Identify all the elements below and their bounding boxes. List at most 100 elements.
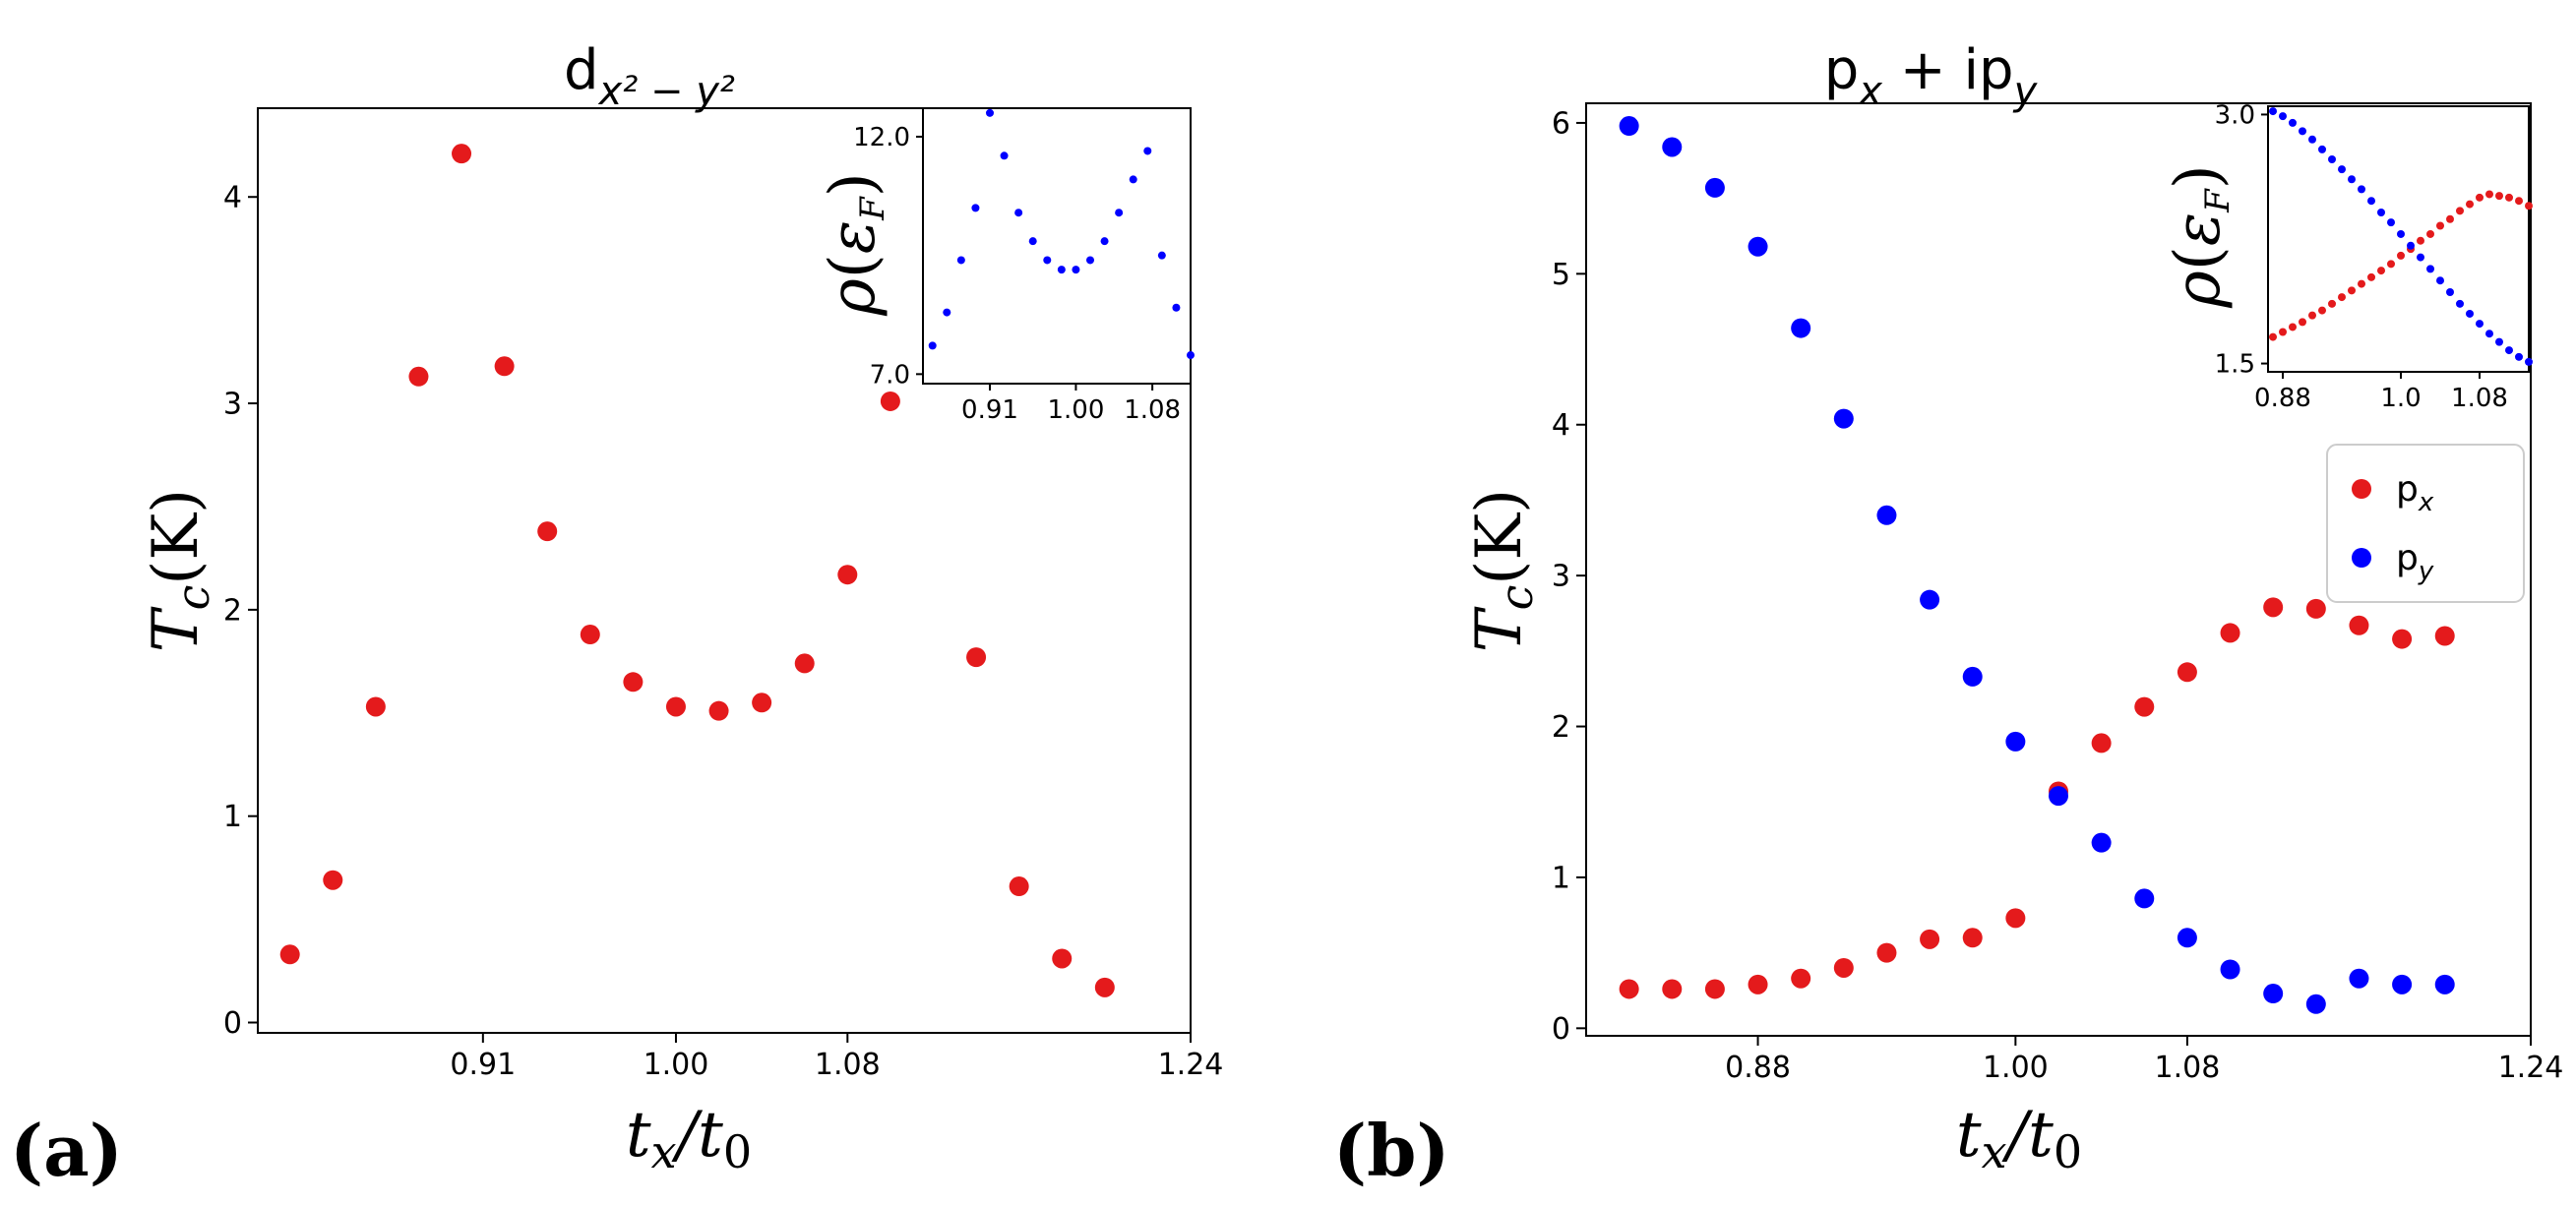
y-tick-label: 2	[1552, 710, 1570, 745]
panel-b-ticks: 0.88 1.00 1.08 1.24 0 1 2 3 4 5 6	[1552, 106, 2563, 1085]
panel-b-inset-ticks: 0.88 1.0 1.08 1.5 3.0	[2215, 101, 2508, 413]
x-tick-label: 1.08	[2155, 1051, 2221, 1085]
panel-b-ylabel: Tc(K)	[1463, 489, 1543, 652]
x-tick-label: 1.08	[2451, 384, 2508, 413]
inset-point	[986, 108, 994, 117]
inset-point	[2525, 357, 2533, 366]
inset-point	[1000, 151, 1009, 160]
data-point-py	[2434, 974, 2455, 994]
panel-b-title: px + ipy	[1824, 38, 2039, 114]
data-point	[452, 144, 472, 164]
inset-point	[2505, 346, 2513, 355]
inset-point	[2436, 221, 2444, 230]
data-point-px	[2392, 629, 2413, 649]
data-point-py	[2049, 786, 2068, 807]
panel-a-ylabel: Tc(K)	[140, 489, 219, 652]
panel-b-inset: 0.88 1.0 1.08 1.5 3.0 ρ(εF)	[2162, 101, 2533, 413]
data-point	[966, 647, 987, 668]
y-tick-label: 3.0	[2215, 101, 2255, 131]
data-point-px	[2091, 733, 2112, 753]
inset-point	[2308, 311, 2316, 320]
data-point-py	[1619, 116, 1639, 137]
inset-point	[2358, 185, 2365, 194]
inset-point	[2299, 318, 2306, 327]
inset-point	[1157, 251, 1166, 260]
x-tick-label: 1.24	[2498, 1051, 2564, 1085]
data-point-py	[2220, 959, 2240, 980]
panel-a: dx² − y² 0.91 1.00 1.08 1.24 0 1 2 3 4 tx/t0 Tc(…	[10, 38, 1223, 1192]
data-point-px	[2263, 597, 2284, 618]
data-point	[623, 672, 644, 693]
inset-point	[2318, 306, 2326, 315]
y-tick-label: 6	[1552, 106, 1570, 141]
panel-a-title: dx² − y²	[564, 38, 735, 114]
inset-point	[1115, 209, 1124, 217]
inset-point	[2289, 323, 2297, 331]
legend-box	[2326, 444, 2525, 603]
inset-point	[2446, 288, 2454, 296]
inset-point	[1072, 266, 1080, 274]
data-point	[323, 870, 343, 890]
inset-point	[2348, 286, 2356, 295]
data-point-px	[1662, 979, 1683, 999]
inset-point	[2407, 241, 2415, 250]
panel-a-ticks: 0.91 1.00 1.08 1.24 0 1 2 3 4	[223, 181, 1223, 1082]
panel-b-inset-points	[2269, 107, 2533, 366]
data-point-py	[1962, 666, 1983, 687]
inset-point	[2525, 202, 2533, 211]
inset-point	[2515, 352, 2523, 361]
inset-point	[2387, 260, 2395, 269]
data-point-py	[1833, 408, 1854, 429]
inset-point	[2417, 236, 2424, 245]
inset-point	[2426, 229, 2434, 238]
inset-point	[2358, 279, 2365, 288]
inset-point	[2456, 207, 2464, 215]
inset-point	[943, 308, 951, 317]
data-point-py	[1791, 318, 1811, 338]
legend-marker-px	[2352, 479, 2371, 499]
data-point-px	[2134, 696, 2155, 717]
x-tick-label: 1.00	[1047, 395, 1104, 425]
x-tick-label: 1.08	[815, 1048, 881, 1082]
inset-point	[2299, 127, 2306, 136]
inset-point	[2338, 293, 2346, 302]
inset-point	[1057, 266, 1066, 274]
inset-point	[2279, 328, 2287, 336]
data-point-px	[1876, 942, 1897, 963]
inset-point	[2367, 197, 2375, 206]
data-point	[752, 693, 772, 713]
x-tick-label: 1.00	[1983, 1051, 2049, 1085]
data-point-py	[1662, 137, 1683, 157]
panel-a-axes	[257, 107, 1192, 1034]
inset-point	[2328, 299, 2336, 308]
data-point-px	[2349, 615, 2369, 635]
x-tick-label: 0.88	[1725, 1051, 1791, 1085]
inset-point	[1100, 237, 1109, 246]
x-tick-label: 1.24	[1158, 1048, 1224, 1082]
panel-b-legend: px py	[2326, 444, 2525, 603]
inset-point	[2338, 165, 2346, 174]
panel-a-inset-ticks: 0.91 1.00 1.08 7.0 12.0	[853, 123, 1181, 425]
y-tick-label: 12.0	[853, 123, 910, 152]
inset-point	[2318, 145, 2326, 153]
inset-point	[2328, 155, 2336, 163]
inset-point	[2505, 193, 2513, 202]
legend-label-py: py	[2396, 538, 2434, 586]
legend-label-px: px	[2396, 469, 2434, 517]
data-point	[580, 625, 600, 645]
data-point	[665, 696, 686, 717]
y-tick-label: 1	[1552, 861, 1570, 895]
x-tick-label: 0.91	[450, 1048, 516, 1082]
data-point-px	[1619, 979, 1639, 999]
panel-a-label: (a)	[10, 1109, 123, 1192]
inset-point	[1143, 147, 1152, 155]
data-point	[837, 565, 858, 585]
y-tick-label: 1	[223, 800, 242, 834]
inset-point	[2377, 209, 2385, 216]
inset-point	[971, 204, 980, 212]
inset-point	[956, 256, 965, 265]
data-point	[708, 700, 729, 721]
data-point-py	[1704, 177, 1725, 198]
data-point-px	[1748, 974, 1768, 994]
